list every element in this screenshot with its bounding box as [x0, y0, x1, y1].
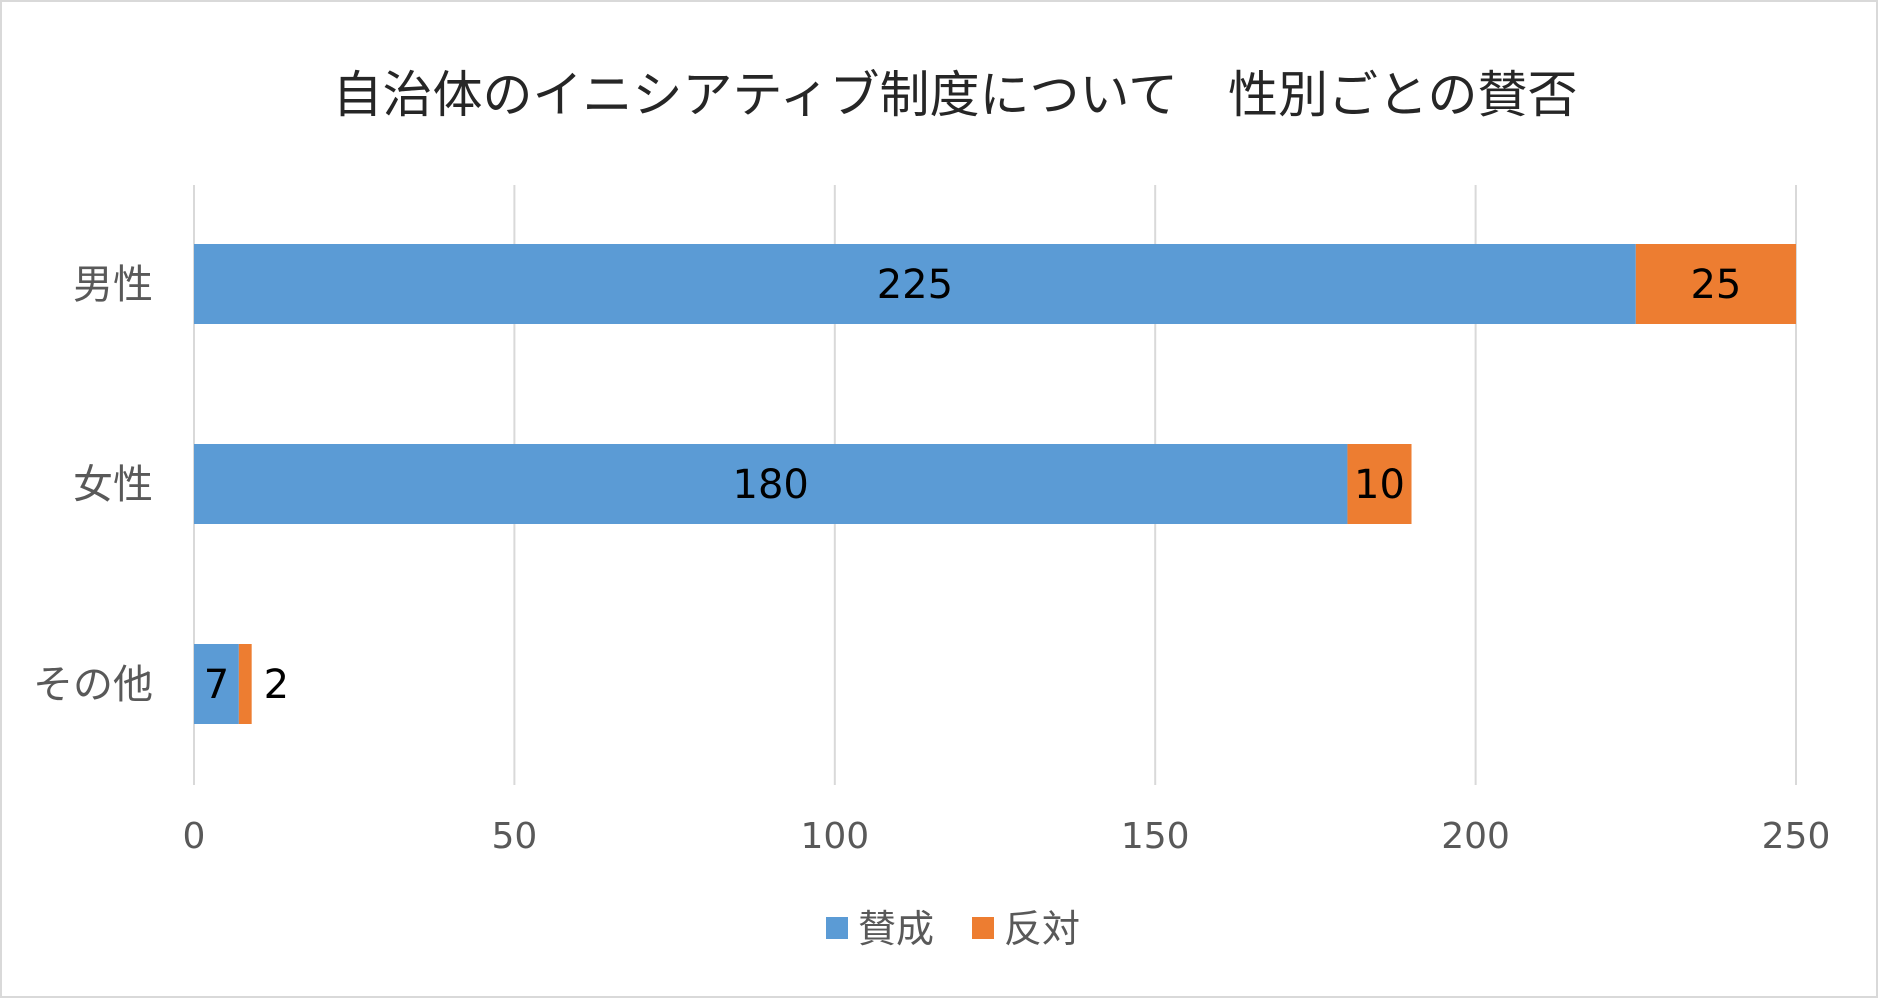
data-label-1-1: 10 — [1354, 462, 1405, 508]
bar-2-1 — [238, 644, 252, 724]
data-labels: 225 25 180 10 7 2 — [204, 262, 1742, 708]
legend-swatch-0 — [826, 917, 848, 939]
legend-label-0: 賛成 — [858, 907, 934, 951]
x-tick-label-150: 150 — [1121, 816, 1190, 857]
bars — [194, 244, 1796, 724]
x-tick-label-50: 50 — [491, 816, 537, 857]
x-tick-label-0: 0 — [183, 816, 206, 857]
data-label-2-0: 7 — [204, 662, 229, 708]
y-category-label-2: その他 — [33, 662, 153, 708]
x-tick-label-100: 100 — [800, 816, 869, 857]
legend-label-1: 反対 — [1004, 907, 1080, 951]
legend: 賛成 反対 — [826, 907, 1080, 951]
data-label-0-0: 225 — [877, 262, 953, 308]
y-category-label-0: 男性 — [73, 262, 153, 308]
bar-1-0 — [194, 444, 1348, 524]
x-tick-label-250: 250 — [1762, 816, 1831, 857]
x-tick-label-200: 200 — [1441, 816, 1510, 857]
data-label-2-1: 2 — [264, 662, 289, 708]
y-category-label-1: 女性 — [73, 462, 153, 508]
legend-swatch-1 — [972, 917, 994, 939]
bar-0-1 — [1635, 244, 1796, 324]
chart-title: 自治体のイニシアティブ制度について 性別ごとの賛否 — [333, 66, 1578, 124]
bar-2-0 — [194, 644, 239, 724]
data-label-1-0: 180 — [733, 462, 809, 508]
bar-1-1 — [1347, 444, 1412, 524]
data-label-0-1: 25 — [1690, 262, 1741, 308]
bar-0-0 — [194, 244, 1636, 324]
